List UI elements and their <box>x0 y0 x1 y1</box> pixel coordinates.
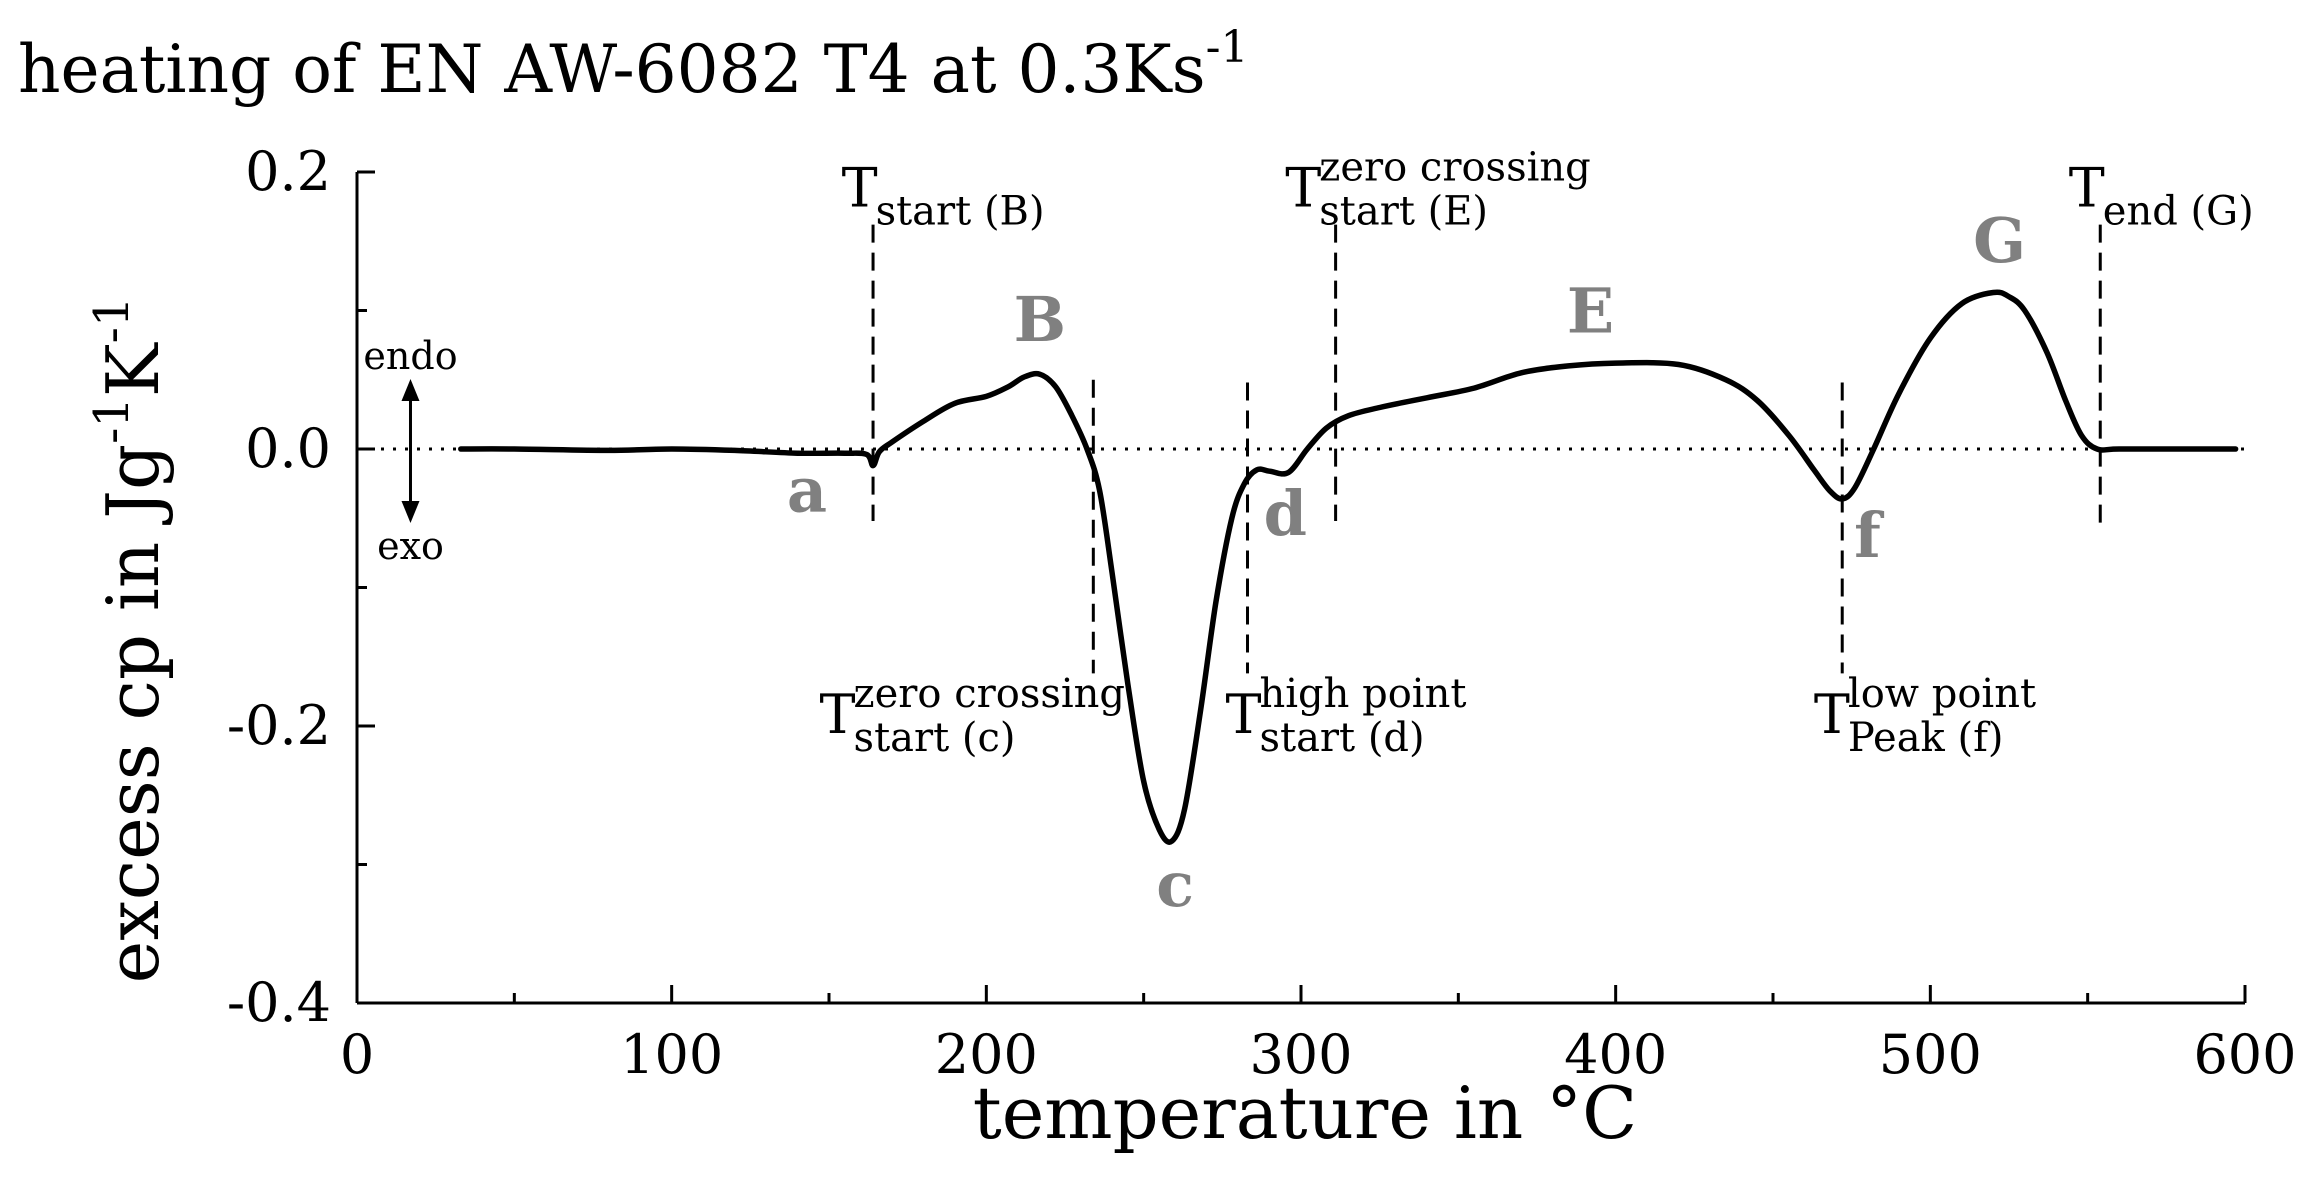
peak-label-d: d <box>1264 477 1307 550</box>
y-tick-label: 0.2 <box>245 140 331 203</box>
annotation-superscript: zero crossing <box>854 671 1125 717</box>
annotation-subscript: start (c) <box>854 715 1016 761</box>
endo-arrow-head <box>401 379 420 401</box>
annotation-subscript: start (d) <box>1259 715 1424 761</box>
x-tick-label: 600 <box>2193 1023 2296 1086</box>
y-tick-label: -0.2 <box>227 694 331 757</box>
y-tick-label: 0.0 <box>245 417 331 480</box>
temperature-annotation: T <box>1814 683 1850 746</box>
chart-title-superscript: -1 <box>1206 22 1249 73</box>
peak-label-e: E <box>1567 275 1614 348</box>
peak-label-b: B <box>1014 283 1066 356</box>
x-tick-label: 0 <box>340 1023 374 1086</box>
y-tick-label: -0.4 <box>227 971 331 1034</box>
y-axis-label: excess cp in Jg-1K-1 <box>84 297 175 984</box>
y-axis-label-main: excess cp in Jg <box>91 444 175 983</box>
annotation-subscript: end (G) <box>2103 189 2254 235</box>
exo-label: exo <box>377 524 444 568</box>
peak-label-a: a <box>787 453 827 526</box>
exo-arrow-head <box>401 501 420 523</box>
annotation-superscript: low point <box>1848 671 2036 717</box>
temperature-annotation: T <box>842 157 878 220</box>
temperature-annotation: T <box>2069 157 2105 220</box>
annotation-superscript: zero crossing <box>1319 145 1590 191</box>
x-tick-label: 100 <box>620 1023 723 1086</box>
annotation-superscript: high point <box>1259 671 1466 717</box>
peak-label-c: c <box>1156 848 1194 921</box>
y-axis-label-sup1: -1 <box>84 397 140 444</box>
chart-title: heating of EN AW-6082 T4 at 0.3Ks-1 <box>18 22 1248 108</box>
peak-label-f: f <box>1854 499 1884 572</box>
peak-label-g: G <box>1973 204 2026 277</box>
excess-cp-curve <box>458 289 2239 845</box>
temperature-annotation: T <box>1285 157 1321 220</box>
temperature-annotation: T <box>1225 683 1261 746</box>
temperature-annotation: T <box>820 683 856 746</box>
x-tick-label: 300 <box>1249 1023 1352 1086</box>
chart-title-text: heating of EN AW-6082 T4 at 0.3Ks <box>18 31 1206 108</box>
endo-label: endo <box>363 334 457 378</box>
x-tick-label: 400 <box>1564 1023 1667 1086</box>
x-axis-label: temperature in °C <box>973 1071 1637 1155</box>
annotation-subscript: start (B) <box>876 189 1045 235</box>
x-tick-label: 500 <box>1879 1023 1982 1086</box>
annotation-subscript: Peak (f) <box>1848 715 2004 761</box>
y-axis-label-sup2: -1 <box>84 297 140 344</box>
y-axis-label-unit-k: K <box>91 342 175 397</box>
x-tick-label: 200 <box>935 1023 1038 1086</box>
annotation-subscript: start (E) <box>1319 189 1488 235</box>
plot-area: 0 100 200 300 400 500 600 -0.4 -0.2 0.0 0.2 a Bc d Ef G… <box>227 140 2297 1086</box>
